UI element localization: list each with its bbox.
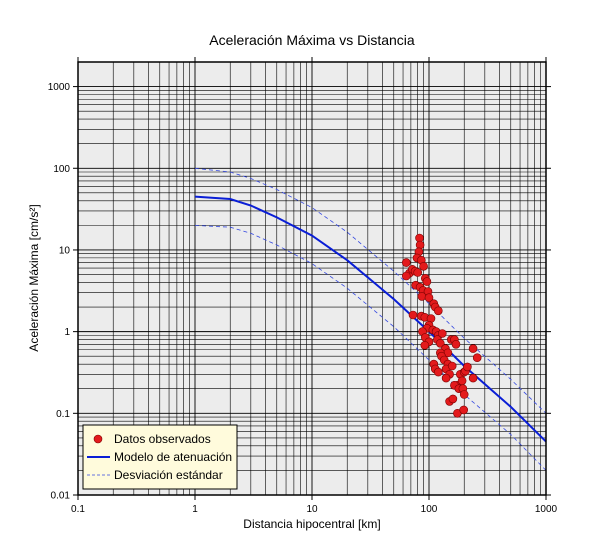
data-point — [424, 293, 434, 303]
observed-points — [401, 233, 482, 418]
y-tick-label: 10 — [59, 245, 71, 256]
std-dev-lines — [194, 167, 547, 471]
x-axis-ticks: 0.1 1 10 100 1000 — [71, 57, 558, 515]
legend: Datos observados Modelo de atenuación De… — [82, 424, 238, 490]
std-dev-line — [194, 167, 547, 414]
data-point — [417, 292, 427, 301]
data-point — [447, 361, 457, 371]
legend-label-observed: Datos observados — [114, 432, 211, 446]
data-point — [401, 271, 411, 281]
y-tick-label: 1000 — [48, 82, 71, 93]
legend-marker-observed — [93, 434, 103, 444]
data-point — [457, 376, 467, 386]
data-point — [433, 367, 443, 377]
grid — [77, 61, 546, 496]
x-axis-title: Distancia hipocentral [km] — [243, 517, 380, 531]
data-point — [413, 268, 423, 277]
data-point — [433, 306, 443, 316]
data-point — [472, 353, 482, 363]
y-axis-title: Aceleración Máxima [cm/s²] — [27, 204, 41, 351]
data-point — [408, 310, 418, 320]
y-tick-label: 100 — [53, 164, 70, 175]
std-dev-line — [194, 225, 547, 471]
data-point — [419, 261, 428, 271]
data-point — [459, 390, 469, 399]
data-point — [437, 329, 447, 338]
data-point — [420, 340, 430, 350]
y-tick-label: 0.1 — [56, 409, 70, 420]
x-tick-label: 0.1 — [71, 504, 85, 515]
data-point — [422, 277, 432, 286]
data-point — [468, 373, 478, 383]
model-line — [194, 195, 547, 443]
x-tick-label: 1000 — [535, 504, 558, 515]
data-point — [468, 344, 478, 353]
x-tick-label: 10 — [306, 504, 318, 515]
legend-label-model: Modelo de atenuación — [114, 450, 232, 464]
data-point — [451, 339, 461, 349]
chart-title: Aceleración Máxima vs Distancia — [209, 32, 415, 48]
y-tick-label: 1 — [64, 327, 70, 338]
x-tick-label: 1 — [192, 504, 198, 515]
legend-label-std: Desviación estándar — [114, 468, 223, 482]
model-curve — [194, 195, 547, 443]
data-point — [459, 405, 469, 415]
x-tick-label: 100 — [421, 504, 438, 515]
data-point — [448, 394, 458, 404]
data-point — [463, 362, 472, 372]
data-point — [401, 258, 411, 267]
y-tick-label: 0.01 — [51, 491, 71, 502]
y-axis-ticks: 0.01 0.1 1 10 100 1000 — [48, 82, 551, 502]
data-point — [441, 373, 451, 383]
data-point — [435, 338, 445, 348]
